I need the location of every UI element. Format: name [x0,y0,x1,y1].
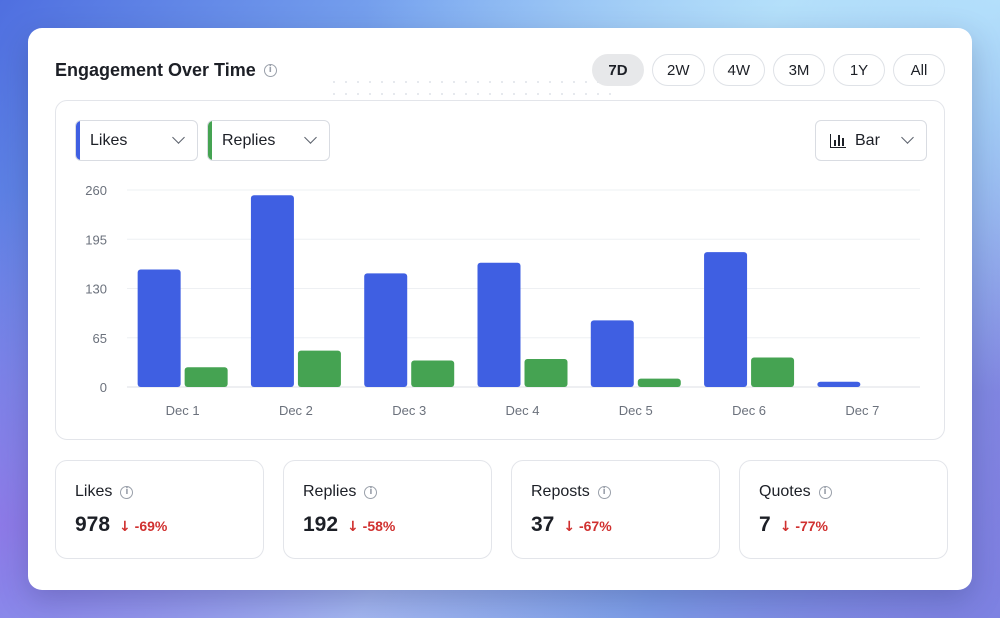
series-select-replies-label: Replies [222,131,276,149]
y-tick-label: 65 [93,331,107,346]
y-tick-label: 130 [85,282,107,297]
stat-value: 7 [759,513,771,536]
stat-change-value: -77% [795,518,828,534]
stat-card-quotes[interactable]: Quotes i 7 ↓ -77% [739,460,948,559]
x-tick-label: Dec 4 [506,403,540,418]
info-icon[interactable]: i [364,485,378,499]
replies-bar [184,367,228,387]
stat-change: ↓ -77% [780,518,828,535]
chart-type-select[interactable]: Bar [815,120,927,161]
likes-bar [817,381,861,387]
x-tick-label: Dec 2 [279,403,313,418]
stat-value: 978 [75,513,111,536]
range-selector: 7D 2W 4W 3M 1Y All [592,54,945,86]
likes-bar [137,269,181,387]
x-tick-label: Dec 7 [845,403,879,418]
arrow-down-icon: ↓ [347,519,359,535]
likes-bar [477,262,521,387]
stat-label-text: Replies [303,483,357,500]
x-tick-label: Dec 1 [166,403,200,418]
stat-value-row: 37 ↓ -67% [531,513,612,537]
engagement-card: Engagement Over Time i 7D 2W 4W 3M 1Y Al… [28,28,972,590]
stat-card-likes[interactable]: Likes i 978 ↓ -69% [55,460,264,559]
stat-value: 192 [303,513,339,536]
stat-label-text: Reposts [531,483,590,500]
y-tick-label: 0 [100,380,107,395]
title-row: Engagement Over Time i [55,60,277,81]
info-icon[interactable]: i [818,485,832,499]
info-icon[interactable]: i [263,64,277,77]
replies-bar [751,357,795,387]
replies-bar [411,360,455,387]
stat-label-text: Likes [75,483,113,500]
arrow-down-icon: ↓ [779,519,792,535]
range-7d-button[interactable]: 7D [592,54,644,86]
stat-change-value: -58% [362,518,396,534]
stat-label: Quotes i [759,483,832,501]
stat-change: ↓ -67% [563,518,611,535]
stat-change: ↓ -58% [347,518,395,535]
arrow-down-icon: ↓ [119,519,131,535]
x-tick-label: Dec 6 [732,403,766,418]
info-icon[interactable]: i [597,485,611,499]
series-select-likes[interactable]: Likes [75,120,198,161]
range-1y-button[interactable]: 1Y [833,54,885,86]
stat-value-row: 192 ↓ -58% [303,513,395,537]
range-4w-button[interactable]: 4W [712,54,765,86]
stat-value-row: 978 ↓ -69% [75,513,167,537]
likes-bar [250,195,294,387]
stat-card-replies[interactable]: Replies i 192 ↓ -58% [283,460,492,559]
replies-bar [297,350,341,387]
range-all-button[interactable]: All [893,54,945,86]
y-tick-label: 195 [85,232,107,247]
info-icon[interactable]: i [120,485,134,499]
chart-type-label: Bar [855,131,880,149]
likes-bar [590,320,634,387]
stat-label: Reposts i [531,483,611,501]
chart-panel: Likes Replies Bar 0 65 130 195 260 Dec 1 Dec 2… [55,100,945,440]
stat-label-text: Quotes [759,483,811,500]
bar-chart-icon [830,133,846,148]
stat-card-reposts[interactable]: Reposts i 37 ↓ -67% [511,460,720,559]
stat-label: Likes i [75,483,134,501]
series-select-likes-label: Likes [90,131,128,149]
x-tick-label: Dec 3 [392,403,426,418]
likes-color-stripe [76,121,80,160]
replies-color-stripe [208,121,212,160]
range-3m-button[interactable]: 3M [773,54,825,86]
stats-row: Likes i 978 ↓ -69% Replies i 192 ↓ -58% … [55,460,948,559]
stat-change: ↓ -69% [119,518,167,535]
stat-label: Replies i [303,483,378,501]
stat-change-value: -67% [578,518,612,534]
stat-value-row: 7 ↓ -77% [759,513,828,537]
replies-bar [637,378,681,387]
x-tick-label: Dec 5 [619,403,653,418]
arrow-down-icon: ↓ [563,519,576,535]
series-select-replies[interactable]: Replies [207,120,330,161]
likes-bar [364,273,408,387]
stat-value: 37 [531,513,555,536]
range-2w-button[interactable]: 2W [652,54,705,86]
engagement-bar-chart: 0 65 130 195 260 Dec 1 Dec 2 Dec 3 Dec 4 Dec 5 Dec… [85,183,920,418]
page-title: Engagement Over Time [55,60,256,80]
y-tick-label: 260 [85,183,107,198]
stat-change-value: -69% [134,518,168,534]
replies-bar [524,358,568,387]
likes-bar [704,252,748,387]
